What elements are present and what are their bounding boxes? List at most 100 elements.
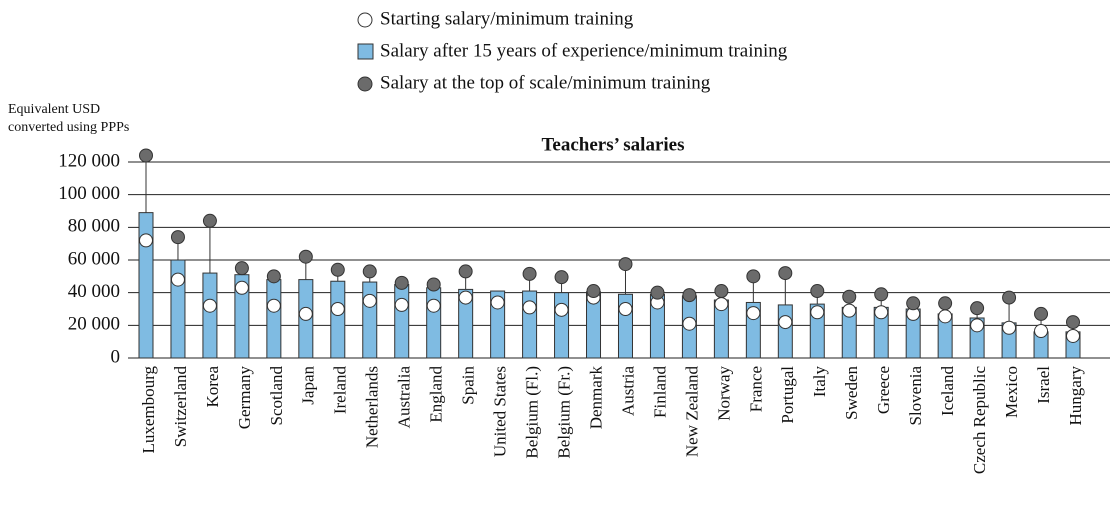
legend-label: Salary at the top of scale/minimum train… [380, 72, 711, 93]
x-tick-label: England [427, 366, 446, 423]
point [746, 306, 761, 321]
legend-swatch [357, 76, 373, 92]
point [938, 296, 953, 311]
x-tick-label: Iceland [938, 366, 957, 417]
point [938, 309, 953, 324]
point [810, 284, 825, 299]
y-axis-label: Equivalent USD [8, 102, 100, 117]
point [202, 298, 217, 313]
y-tick-label: 80 000 [68, 216, 120, 237]
point [746, 269, 761, 284]
point [970, 318, 985, 333]
x-tick-label: Hungary [1066, 366, 1085, 426]
point [202, 213, 217, 228]
point [426, 298, 441, 313]
point [170, 272, 185, 287]
x-tick-label: Denmark [586, 366, 605, 430]
x-tick-label: Austria [618, 366, 637, 417]
bar [426, 287, 442, 359]
x-tick-label: New Zealand [682, 366, 701, 458]
legend-label: Starting salary/minimum training [380, 8, 634, 29]
point [906, 296, 921, 311]
point [1066, 315, 1080, 330]
point [650, 285, 665, 300]
point [234, 280, 249, 295]
y-tick-label: 40 000 [68, 281, 120, 302]
x-tick-label: Slovenia [906, 366, 925, 426]
point [330, 262, 345, 277]
point [394, 297, 409, 312]
point [330, 302, 345, 316]
point [170, 230, 185, 245]
point [874, 305, 889, 320]
point [522, 300, 537, 315]
point [682, 316, 697, 331]
point [266, 298, 281, 313]
x-tick-label: Czech Republic [970, 366, 989, 475]
point [1066, 328, 1080, 343]
point [874, 287, 889, 302]
point [810, 305, 825, 320]
point [234, 261, 249, 276]
x-tick-label: Mexico [1002, 366, 1021, 418]
x-tick-label: United States [491, 366, 510, 457]
y-tick-label: 20 000 [68, 314, 120, 335]
point [714, 284, 729, 299]
point [426, 277, 441, 292]
bar [554, 292, 570, 359]
point [778, 315, 793, 330]
x-tick-label: Belgium (Fr.) [554, 366, 573, 459]
point [714, 297, 729, 312]
x-tick-label: Scotland [267, 366, 286, 426]
x-tick-label: Norway [714, 366, 733, 421]
x-tick-label: Netherlands [363, 366, 382, 448]
point [298, 249, 313, 264]
point [682, 288, 697, 303]
point [266, 269, 281, 284]
bar [777, 304, 793, 359]
point [458, 290, 473, 305]
y-tick-label: 120 000 [58, 150, 120, 171]
y-axis-label: converted using PPPs [8, 120, 129, 135]
x-tick-label: Italy [810, 366, 829, 398]
point [490, 295, 505, 310]
x-tick-label: Belgium (Fl.) [522, 366, 541, 459]
bar [266, 279, 282, 359]
legend-swatch [357, 12, 373, 28]
point [1034, 324, 1049, 339]
bar [330, 280, 346, 359]
x-tick-label: Japan [299, 366, 318, 405]
point [1002, 290, 1017, 305]
point [1034, 306, 1049, 321]
point [139, 233, 153, 248]
point [139, 148, 153, 163]
x-tick-label: Australia [395, 366, 414, 429]
legend-swatch [357, 43, 374, 60]
y-tick-label: 60 000 [68, 248, 120, 269]
point [586, 284, 601, 299]
x-tick-label: Finland [650, 366, 669, 418]
x-tick-label: Israel [1034, 366, 1053, 404]
point [842, 289, 857, 304]
x-tick-label: Switzerland [171, 366, 190, 448]
legend-label: Salary after 15 years of experience/mini… [380, 40, 788, 61]
point [970, 301, 985, 316]
bar [362, 281, 378, 359]
y-tick-label: 0 [111, 346, 121, 367]
x-tick-label: Luxembourg [139, 366, 158, 454]
bar [458, 288, 474, 359]
x-tick-label: Ireland [331, 366, 350, 415]
x-tick-label: Greece [874, 366, 893, 414]
bar [202, 272, 218, 359]
x-tick-label: Sweden [842, 366, 861, 420]
point [362, 293, 377, 308]
point [522, 266, 537, 281]
bar [394, 284, 410, 359]
chart-title: Teachers’ salaries [541, 134, 684, 155]
x-tick-label: Spain [459, 366, 478, 405]
bar [138, 212, 154, 359]
x-tick-label: Korea [203, 366, 222, 408]
point [394, 275, 409, 290]
point [554, 302, 569, 317]
